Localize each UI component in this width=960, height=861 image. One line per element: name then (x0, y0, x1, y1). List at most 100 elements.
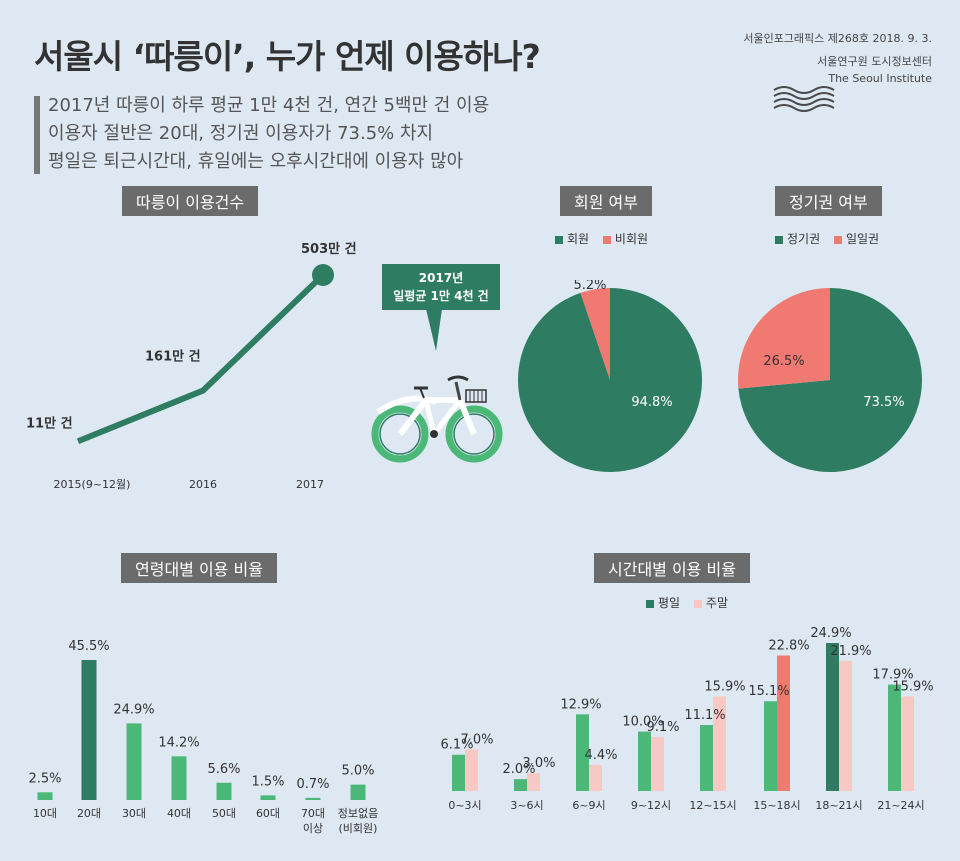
organization-en: The Seoul Institute (828, 72, 932, 85)
weekday-bar (452, 754, 465, 791)
weekend-data-label: 4.4% (584, 748, 617, 763)
legend-swatch-nonmember (602, 235, 611, 244)
age-category-label: 70대 (301, 807, 325, 820)
daily-average-callout: 2017년 일평균 1만 4천 건 (382, 264, 500, 310)
legend-swatch-daily (833, 235, 842, 244)
usage-data-label: 503만 건 (301, 241, 357, 257)
subtitle-block: 2017년 따릉이 하루 평균 1만 4천 건, 연간 5백만 건 이용 이용자… (48, 92, 489, 176)
pie-slice (738, 288, 922, 472)
weekday-bar (764, 701, 777, 791)
age-bar (350, 784, 366, 800)
subtitle-line-3: 평일은 퇴근시간대, 휴일에는 오후시간대에 이용자 많아 (48, 151, 464, 172)
weekend-bar (901, 696, 914, 791)
subtitle-bar (34, 96, 40, 174)
usage-data-label: 11만 건 (26, 415, 73, 431)
weekday-data-label: 6.1% (440, 738, 473, 753)
usage-point-2017 (312, 264, 334, 286)
time-bar-chart: 6.1%7.0% 0~3시 2.0%3.0% 3~6시 12.9% 4.4% 6~9시 10.… (440, 626, 933, 812)
weekday-bar (638, 731, 651, 791)
age-data-label: 5.6% (207, 762, 240, 777)
legend-swatch-weekday (646, 599, 654, 608)
age-data-label: 2.5% (28, 771, 61, 786)
age-data-label: 5.0% (341, 764, 374, 779)
callout-pointer (426, 309, 442, 351)
legend-nonmember-label: 비회원 (614, 232, 649, 246)
age-chart-label: 연령대별 이용 비율 (121, 553, 277, 583)
time-legend: 평일 주말 (646, 594, 738, 611)
pie-data-label: 94.8% (631, 395, 672, 410)
pie-data-label: 5.2% (573, 280, 606, 293)
age-category-label: 40대 (167, 807, 191, 820)
weekday-data-label: 15.1% (748, 684, 789, 699)
age-category-label: 정보없음 (338, 807, 378, 820)
age-bar (260, 795, 276, 800)
age-data-label: 14.2% (158, 735, 199, 750)
time-category-label: 6~9시 (572, 799, 605, 812)
age-bar (81, 660, 97, 800)
weekday-data-label: 17.9% (872, 668, 913, 683)
subtitle-line-1: 2017년 따릉이 하루 평균 1만 4천 건, 연간 5백만 건 이용 (48, 95, 490, 116)
age-bar (126, 723, 142, 800)
callout-line-2: 일평균 1만 4천 건 (393, 289, 489, 303)
age-category-label: 10대 (33, 807, 57, 820)
pass-type-legend: 정기권 일일권 (775, 230, 889, 247)
membership-legend: 회원 비회원 (555, 230, 658, 247)
pass-type-label: 정기권 여부 (775, 186, 882, 216)
weekend-data-label: 21.9% (830, 644, 871, 659)
age-category-label: 50대 (212, 807, 236, 820)
weekend-data-label: 9.1% (646, 720, 679, 735)
pie-slice (738, 288, 830, 389)
weekday-bar (700, 725, 713, 791)
pie-data-label: 26.5% (763, 354, 804, 369)
time-category-label: 0~3시 (448, 799, 481, 812)
legend-member-label: 회원 (567, 232, 590, 246)
usage-data-label: 161만 건 (145, 349, 201, 365)
weekend-data-label: 3.0% (522, 756, 555, 771)
weekend-bar (589, 764, 602, 791)
weekend-data-label: 15.9% (892, 679, 933, 694)
weekend-data-label: 22.8% (768, 638, 809, 653)
age-bar (37, 792, 53, 800)
age-bar (171, 756, 187, 800)
age-category-label: (비회원) (339, 822, 378, 835)
usage-category-label: 2016 (189, 478, 217, 491)
weekday-data-label: 24.9% (810, 626, 851, 641)
weekday-data-label: 11.1% (684, 708, 725, 723)
callout-line-1: 2017년 (418, 271, 464, 285)
weekday-bar (514, 779, 527, 791)
legend-swatch-weekend (693, 599, 702, 608)
membership-pie-chart: 94.8% 5.2% (518, 280, 702, 472)
time-chart-label: 시간대별 이용 비율 (594, 553, 750, 583)
weekend-data-label: 15.9% (704, 679, 745, 694)
legend-weekend-label: 주말 (705, 596, 729, 610)
weekend-bar (651, 736, 664, 791)
weekday-bar (888, 684, 901, 791)
age-bar (216, 782, 232, 800)
weekend-data-label: 7.0% (460, 732, 493, 747)
age-category-label: 20대 (77, 807, 101, 820)
age-data-label: 1.5% (251, 774, 284, 789)
time-category-label: 9~12시 (631, 799, 671, 812)
weekend-bar (713, 696, 726, 791)
bicycle-icon (371, 375, 503, 463)
time-category-label: 3~6시 (510, 799, 543, 812)
publication-line: 서울인포그래픽스 제268호 2018. 9. 3. (743, 32, 932, 45)
legend-season-label: 정기권 (787, 232, 821, 246)
seoul-institute-logo-icon (773, 86, 835, 112)
weekend-bar (527, 773, 540, 791)
age-data-label: 0.7% (296, 777, 329, 792)
membership-label: 회원 여부 (560, 186, 652, 216)
time-category-label: 21~24시 (877, 799, 924, 812)
age-bar (305, 797, 321, 800)
usage-count-label: 따릉이 이용건수 (122, 186, 259, 216)
weekday-data-label: 2.0% (502, 762, 535, 777)
weekday-data-label: 12.9% (560, 697, 601, 712)
age-category-label: 60대 (256, 807, 280, 820)
subtitle-line-2: 이용자 절반은 20대, 정기권 이용자가 73.5% 차지 (48, 123, 434, 144)
weekend-bar (465, 749, 478, 791)
age-bar-chart: 2.5% 10대 45.5% 20대 24.9% 30대 14.2% 40대 5.6% 50대 1.… (28, 639, 378, 835)
usage-category-label: 2017 (296, 478, 324, 491)
pass-type-pie-chart: 73.5% 26.5% (738, 288, 922, 472)
pie-slice (580, 288, 610, 380)
legend-daily-label: 일일권 (845, 232, 880, 246)
